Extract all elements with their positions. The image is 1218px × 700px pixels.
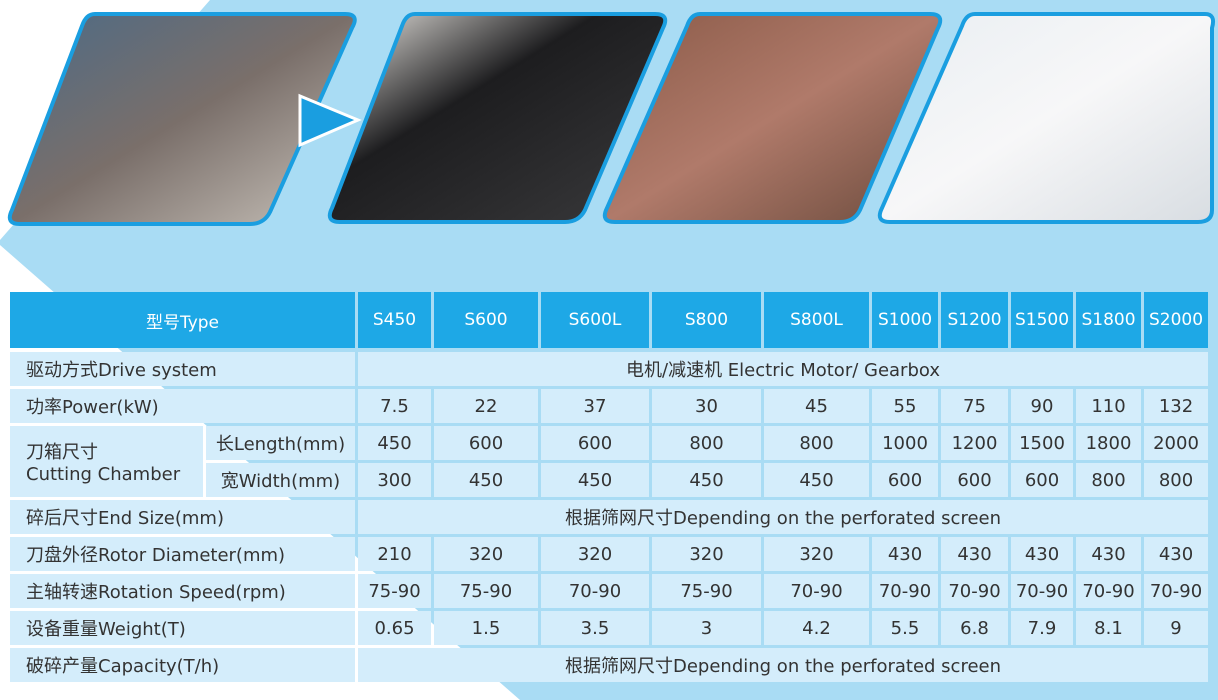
model-header: S1500 xyxy=(1011,292,1073,348)
model-header: S450 xyxy=(358,292,431,348)
value: 1.5 xyxy=(434,611,538,645)
model-header: S800 xyxy=(652,292,761,348)
value: 430 xyxy=(941,537,1008,571)
row-label: 设备重量Weight(T) xyxy=(10,611,355,645)
value: 600 xyxy=(872,463,938,497)
value: 430 xyxy=(1011,537,1073,571)
value: 6.8 xyxy=(941,611,1008,645)
model-header: S800L xyxy=(764,292,869,348)
model-header: S2000 xyxy=(1144,292,1208,348)
value: 132 xyxy=(1144,389,1208,423)
value: 450 xyxy=(764,463,869,497)
sub-label: 宽Width(mm) xyxy=(206,463,355,497)
value: 210 xyxy=(358,537,431,571)
span-value: 根据筛网尺寸Depending on the perforated screen xyxy=(358,500,1208,534)
span-value: 根据筛网尺寸Depending on the perforated screen xyxy=(358,648,1208,682)
value: 800 xyxy=(652,426,761,460)
value: 600 xyxy=(1011,463,1073,497)
value: 9 xyxy=(1144,611,1208,645)
value: 7.9 xyxy=(1011,611,1073,645)
value: 450 xyxy=(541,463,649,497)
value: 45 xyxy=(764,389,869,423)
model-header: S600 xyxy=(434,292,538,348)
value: 800 xyxy=(764,426,869,460)
value: 450 xyxy=(652,463,761,497)
value: 37 xyxy=(541,389,649,423)
value: 320 xyxy=(434,537,538,571)
model-header: S1000 xyxy=(872,292,938,348)
value: 75-90 xyxy=(358,574,431,608)
value: 70-90 xyxy=(764,574,869,608)
sub-label: 长Length(mm) xyxy=(206,426,355,460)
value: 8.1 xyxy=(1076,611,1141,645)
value: 1000 xyxy=(872,426,938,460)
row-label: 破碎产量Capacity(T/h) xyxy=(10,648,355,682)
value: 90 xyxy=(1011,389,1073,423)
value: 4.2 xyxy=(764,611,869,645)
value: 5.5 xyxy=(872,611,938,645)
value: 70-90 xyxy=(1144,574,1208,608)
row-label: 功率Power(kW) xyxy=(10,389,355,423)
value: 2000 xyxy=(1144,426,1208,460)
value: 430 xyxy=(872,537,938,571)
photo-2 xyxy=(327,12,668,224)
value: 1800 xyxy=(1076,426,1141,460)
value: 70-90 xyxy=(872,574,938,608)
photo-1 xyxy=(7,12,357,226)
model-header: S600L xyxy=(541,292,649,348)
label-text: Cutting Chamber xyxy=(26,464,181,485)
model-header: S1200 xyxy=(941,292,1008,348)
value: 1200 xyxy=(941,426,1008,460)
span-value: 电机/减速机 Electric Motor/ Gearbox xyxy=(358,352,1208,386)
value: 3.5 xyxy=(541,611,649,645)
value: 450 xyxy=(358,426,431,460)
arrow xyxy=(298,93,362,148)
row-label: 碎后尺寸End Size(mm) xyxy=(10,500,355,534)
row-label: 主轴转速Rotation Speed(rpm) xyxy=(10,574,355,608)
value: 1500 xyxy=(1011,426,1073,460)
photo-3 xyxy=(602,12,943,224)
value: 3 xyxy=(652,611,761,645)
row-label: 驱动方式Drive system xyxy=(10,352,355,386)
header-label: 型号Type xyxy=(10,292,355,348)
value: 75 xyxy=(941,389,1008,423)
value: 800 xyxy=(1144,463,1208,497)
value: 320 xyxy=(652,537,761,571)
value: 600 xyxy=(941,463,1008,497)
value: 600 xyxy=(434,426,538,460)
value: 320 xyxy=(764,537,869,571)
value: 0.65 xyxy=(358,611,431,645)
value: 22 xyxy=(434,389,538,423)
value: 450 xyxy=(434,463,538,497)
value: 800 xyxy=(1076,463,1141,497)
value: 110 xyxy=(1076,389,1141,423)
photo-4 xyxy=(877,12,1216,224)
value: 300 xyxy=(358,463,431,497)
value: 30 xyxy=(652,389,761,423)
value: 75-90 xyxy=(434,574,538,608)
value: 430 xyxy=(1076,537,1141,571)
value: 70-90 xyxy=(941,574,1008,608)
value: 7.5 xyxy=(358,389,431,423)
value: 70-90 xyxy=(1011,574,1073,608)
value: 70-90 xyxy=(541,574,649,608)
value: 430 xyxy=(1144,537,1208,571)
label-text: 刀箱尺寸 xyxy=(26,442,98,463)
row-label: 刀箱尺寸 Cutting Chamber xyxy=(10,426,203,497)
row-label: 刀盘外径Rotor Diameter(mm) xyxy=(10,537,355,571)
model-header: S1800 xyxy=(1076,292,1141,348)
value: 55 xyxy=(872,389,938,423)
value: 320 xyxy=(541,537,649,571)
value: 600 xyxy=(541,426,649,460)
value: 70-90 xyxy=(1076,574,1141,608)
value: 75-90 xyxy=(652,574,761,608)
